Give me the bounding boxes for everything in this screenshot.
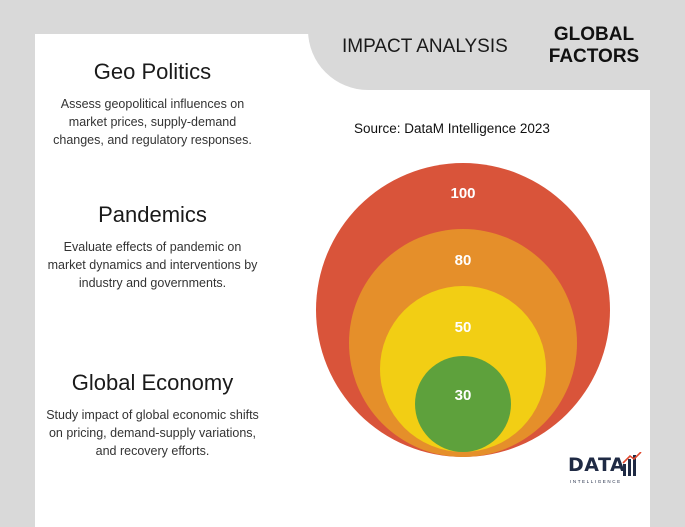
factor-title: Geo Politics: [93, 59, 212, 84]
circle-30: [415, 356, 511, 452]
global-title-line2: FACTORS: [548, 46, 640, 67]
factor-title: Pandemics: [98, 202, 207, 227]
global-title-line1: GLOBAL: [553, 24, 635, 45]
header-tab: [308, 0, 650, 90]
factor-pandemics: Pandemics Evaluate effects of pandemic o…: [45, 202, 260, 292]
circle-label-50: 50: [455, 319, 472, 336]
factor-global-economy: Global Economy Study impact of global ec…: [45, 370, 260, 460]
logo-bars-icon: [622, 452, 642, 476]
logo-sub-text: INTELLIGENCE: [570, 479, 622, 484]
circle-label-30: 30: [455, 387, 472, 404]
factor-description: Assess geopolitical influences on market…: [53, 97, 252, 147]
source-note: Source: DataM Intelligence 2023: [354, 121, 550, 136]
impact-analysis-title: IMPACT ANALYSIS: [342, 36, 508, 57]
factor-title: Global Economy: [71, 370, 234, 395]
datam-logo: DATA INTELLIGENCE: [568, 452, 643, 488]
circle-label-80: 80: [455, 252, 472, 269]
factor-description: Study impact of global economic shifts o…: [46, 408, 259, 458]
global-factors-title: GLOBAL FACTORS: [524, 24, 664, 68]
factor-description: Evaluate effects of pandemic on market d…: [47, 240, 258, 290]
logo-main-text: DATA: [568, 454, 626, 476]
factor-geo-politics: Geo Politics Assess geopolitical influen…: [45, 59, 260, 149]
circle-label-100: 100: [450, 185, 475, 202]
